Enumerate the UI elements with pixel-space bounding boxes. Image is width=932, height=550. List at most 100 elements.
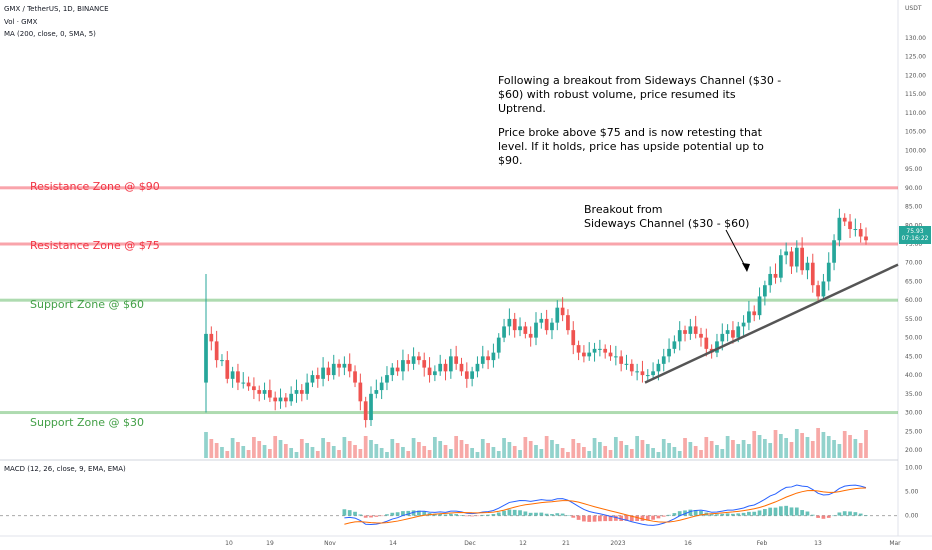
volume-bar xyxy=(816,428,820,458)
macd-hist-bar xyxy=(358,514,363,516)
candle-body xyxy=(837,217,842,241)
volume-bar xyxy=(502,438,506,458)
macd-hist-bar xyxy=(544,513,549,516)
candle-body xyxy=(576,345,581,353)
candle-body xyxy=(725,330,730,334)
candle-body xyxy=(688,326,693,334)
signal-line xyxy=(344,487,867,525)
macd-hist-bar xyxy=(560,513,565,516)
macd-hist-bar xyxy=(784,505,789,516)
candle-body xyxy=(773,273,778,278)
zone-label-90: Resistance Zone @ $90 xyxy=(30,180,160,193)
macd-hist-bar xyxy=(789,507,794,516)
volume-bar xyxy=(464,444,469,458)
price-tick-label: 130.00 xyxy=(905,35,926,42)
volume-bar xyxy=(262,445,267,458)
volume-bar xyxy=(864,430,868,458)
candle-body xyxy=(672,341,677,349)
macd-hist-bar xyxy=(379,515,384,517)
candle-body xyxy=(310,375,315,383)
time-tick-label: 13 xyxy=(814,540,822,547)
volume-bar xyxy=(390,439,395,458)
volume-bar xyxy=(566,452,570,458)
candle-body xyxy=(262,390,267,394)
candle-body xyxy=(491,352,496,361)
candle-body xyxy=(757,296,762,316)
macd-hist-bar xyxy=(619,515,624,522)
candle-body xyxy=(299,390,304,394)
volume-bar xyxy=(406,451,411,458)
candle-body xyxy=(794,247,799,267)
candle-body xyxy=(236,371,240,383)
macd-hist-bar xyxy=(805,511,810,516)
volume-bar xyxy=(773,430,778,458)
candle-body xyxy=(566,315,570,331)
volume-bar xyxy=(241,446,246,458)
last-price-badge: 75.93 07:16:22 xyxy=(899,226,931,244)
candle-body xyxy=(507,318,512,327)
price-tick-label: 25.00 xyxy=(905,428,922,435)
price-tick-label: 65.00 xyxy=(905,278,922,285)
candle-body xyxy=(518,326,522,331)
volume-bar xyxy=(805,437,810,458)
macd-hist-bar xyxy=(534,512,538,516)
volume-bar xyxy=(268,449,272,458)
volume-bar xyxy=(331,446,336,458)
candle-body xyxy=(230,371,235,379)
candle-body xyxy=(582,352,586,357)
candle-body xyxy=(858,229,863,237)
volume-bar xyxy=(417,442,421,458)
volume-bar xyxy=(326,442,331,458)
candle-body xyxy=(763,285,767,297)
candle-body xyxy=(406,360,411,364)
candle-body xyxy=(789,251,794,267)
candle-body xyxy=(486,356,490,361)
time-tick-label: 19 xyxy=(266,540,274,547)
macd-hist-bar xyxy=(491,514,496,516)
candle-body xyxy=(523,326,528,334)
candle-body xyxy=(401,360,405,372)
volume-bar xyxy=(837,444,842,458)
macd-hist-bar xyxy=(837,512,842,516)
volume-bar xyxy=(576,443,581,458)
candle-body xyxy=(294,390,299,394)
candle-body xyxy=(683,330,687,334)
candle-body xyxy=(257,390,262,394)
volume-bar xyxy=(496,451,501,458)
zone-line xyxy=(0,186,898,190)
candle-body xyxy=(422,360,427,368)
time-tick-label: 16 xyxy=(684,540,692,547)
volume-bar xyxy=(853,439,858,458)
macd-hist-bar xyxy=(763,509,767,516)
macd-hist-bar xyxy=(677,511,682,516)
macd-hist-bar xyxy=(587,515,592,522)
macd-hist-bar xyxy=(725,513,730,516)
candle-body xyxy=(747,311,751,323)
time-tick-label: Nov xyxy=(324,540,336,547)
candle-body xyxy=(214,341,219,361)
macd-hist-bar xyxy=(741,512,746,516)
trend-line xyxy=(644,263,899,384)
analysis-note-retest: Price broke above $75 and is now retesti… xyxy=(498,126,764,167)
candle-body xyxy=(241,382,246,384)
volume-bar xyxy=(715,445,719,458)
candle-body xyxy=(534,322,538,338)
volume-bar xyxy=(651,448,655,458)
macd-legend: MACD (12, 26, close, 9, EMA, EMA) xyxy=(4,465,126,473)
macd-hist-bar xyxy=(773,507,778,516)
candle-body xyxy=(677,330,682,342)
candle-body xyxy=(826,262,831,282)
macd-hist-bar xyxy=(411,510,416,516)
volume-bar xyxy=(858,443,863,458)
candle-body xyxy=(550,322,554,331)
candle-body xyxy=(289,393,294,402)
macd-hist-bar xyxy=(550,514,554,516)
macd-hist-bar xyxy=(629,515,634,522)
macd-hist-bar xyxy=(603,515,608,522)
candle-body xyxy=(555,307,560,323)
volume-bar xyxy=(629,449,634,458)
candle-body xyxy=(603,348,608,353)
candle-body xyxy=(613,356,618,358)
price-tick-label: 75.00 xyxy=(905,241,922,248)
